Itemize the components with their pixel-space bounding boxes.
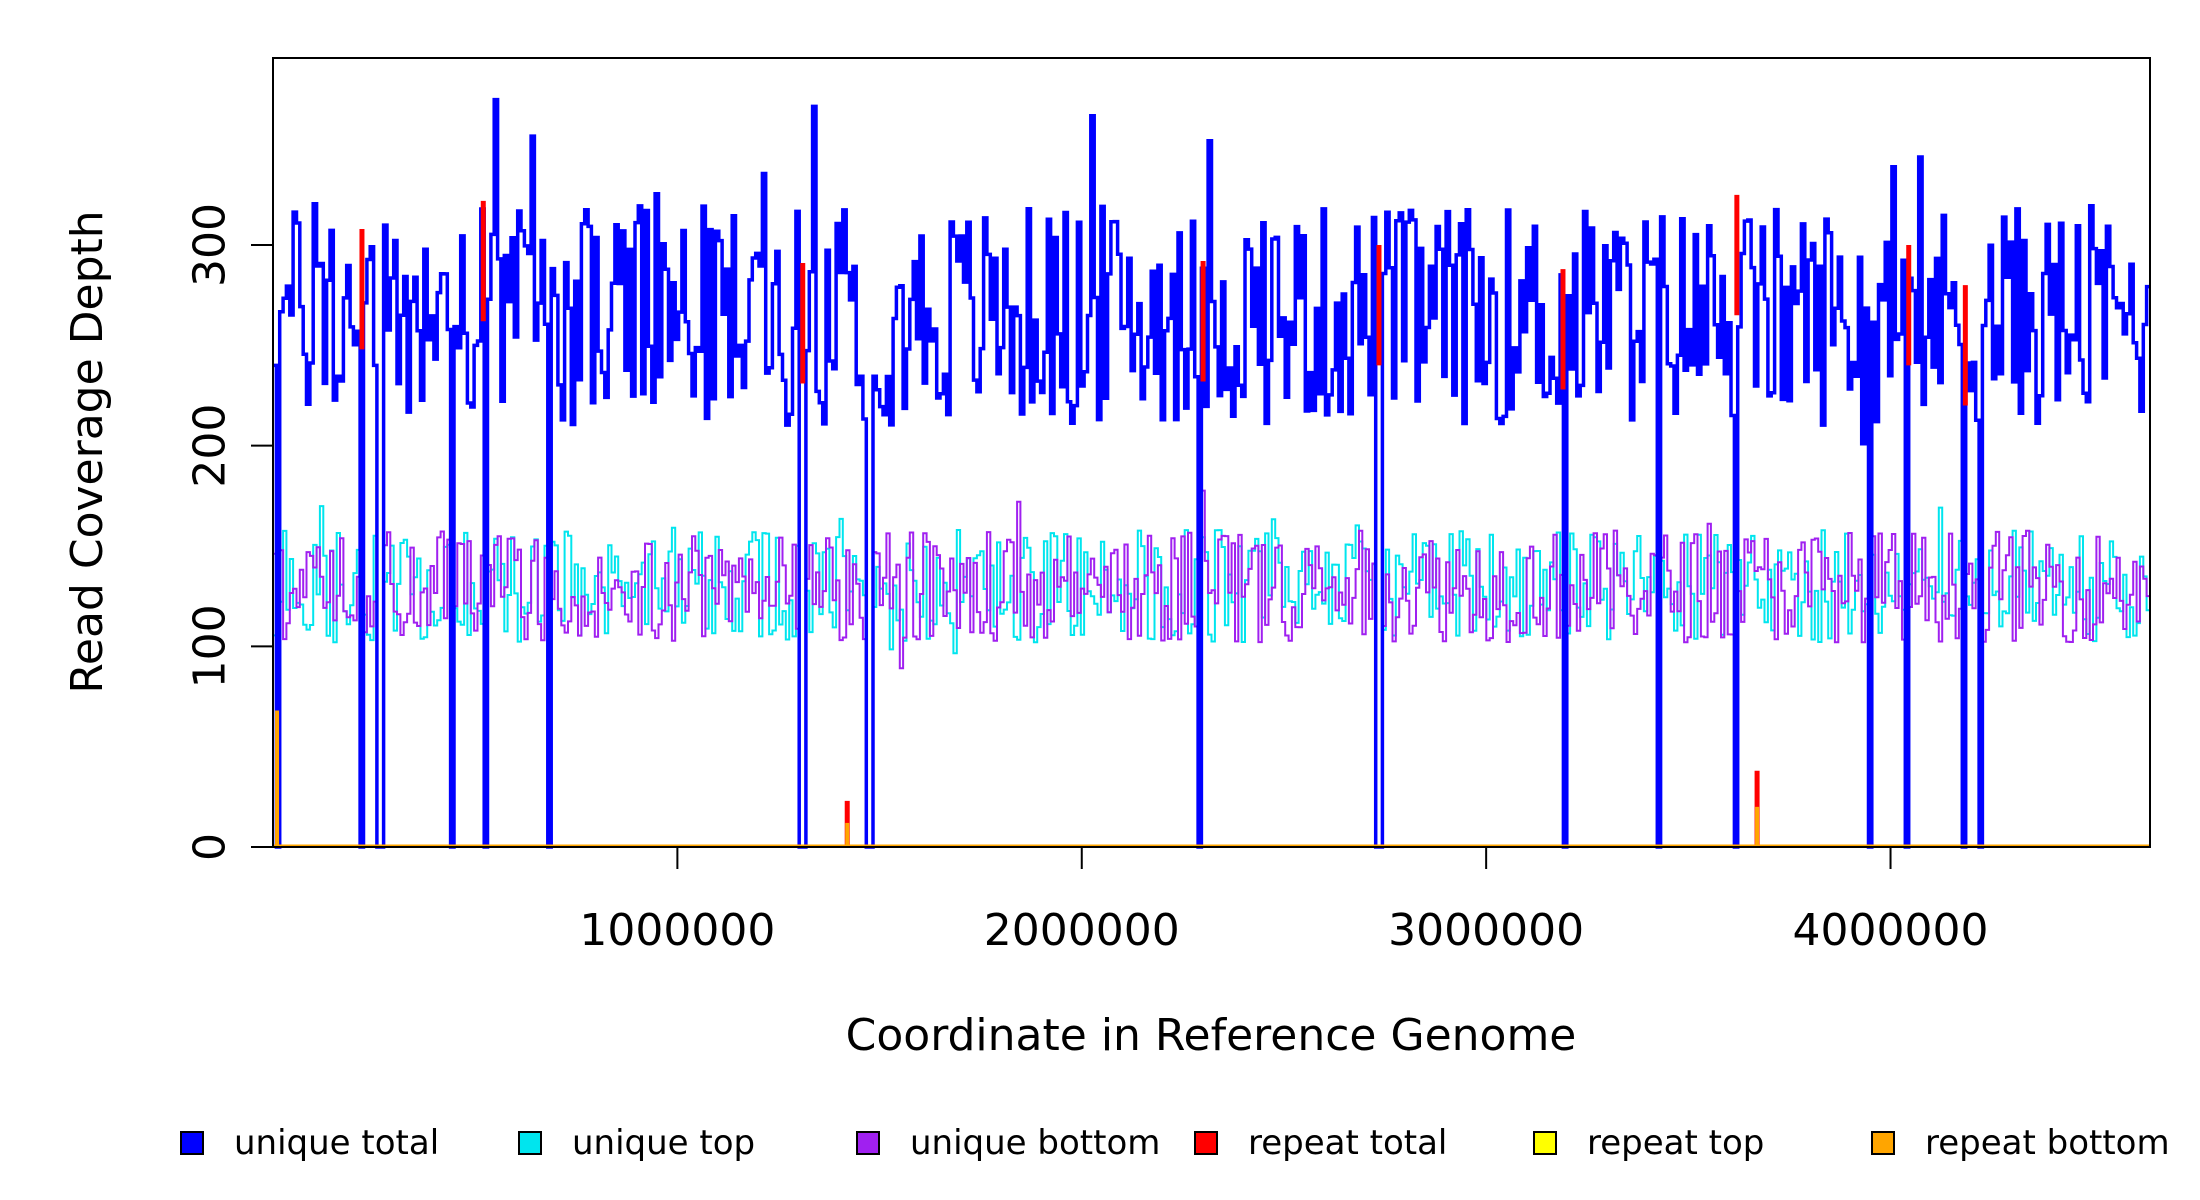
x-tick-label: 1000000 xyxy=(579,905,775,956)
y-tick-label: 300 xyxy=(185,203,236,287)
y-axis: 0 100 200 300 xyxy=(185,203,273,861)
legend-item-repeat-bottom: repeat bottom xyxy=(1871,1118,2170,1168)
legend-label: unique top xyxy=(572,1123,756,1163)
x-tick-label: 4000000 xyxy=(1793,905,1989,956)
legend-swatch xyxy=(180,1131,204,1155)
y-tick-label: 0 xyxy=(185,833,236,861)
legend-label: unique total xyxy=(234,1123,440,1163)
legend-swatch xyxy=(1871,1131,1895,1155)
series-line-unique-bottom xyxy=(273,489,2150,848)
legend-swatch xyxy=(518,1131,542,1155)
legend-label: repeat top xyxy=(1587,1123,1765,1163)
legend-label: repeat bottom xyxy=(1925,1123,2170,1163)
legend-swatch xyxy=(1533,1131,1557,1155)
series-line-unique-total xyxy=(273,97,2150,849)
series-layer xyxy=(273,97,2150,849)
legend-swatch xyxy=(856,1131,880,1155)
legend-item-unique-top: unique top xyxy=(518,1118,755,1168)
x-axis-title: Coordinate in Reference Genome xyxy=(846,1010,1577,1061)
legend-item-unique-bottom: unique bottom xyxy=(856,1118,1160,1168)
y-tick-label: 200 xyxy=(185,404,236,488)
legend-item-unique-total: unique total xyxy=(180,1118,439,1168)
legend-label: unique bottom xyxy=(910,1123,1161,1163)
legend: unique total unique top unique bottom repea… xyxy=(0,1118,2200,1168)
legend-item-repeat-total: repeat total xyxy=(1194,1118,1447,1168)
x-tick-label: 2000000 xyxy=(984,905,1180,956)
legend-label: repeat total xyxy=(1248,1123,1448,1163)
legend-item-repeat-top: repeat top xyxy=(1533,1118,1764,1168)
y-axis-title: Read Coverage Depth xyxy=(62,210,113,693)
legend-swatch xyxy=(1194,1131,1218,1155)
series-line-unique-top xyxy=(273,505,2150,848)
plot-frame xyxy=(272,57,2151,848)
x-axis: 1000000 2000000 3000000 4000000 xyxy=(579,847,1989,956)
x-tick-label: 3000000 xyxy=(1388,905,1584,956)
y-tick-label: 100 xyxy=(185,604,236,688)
